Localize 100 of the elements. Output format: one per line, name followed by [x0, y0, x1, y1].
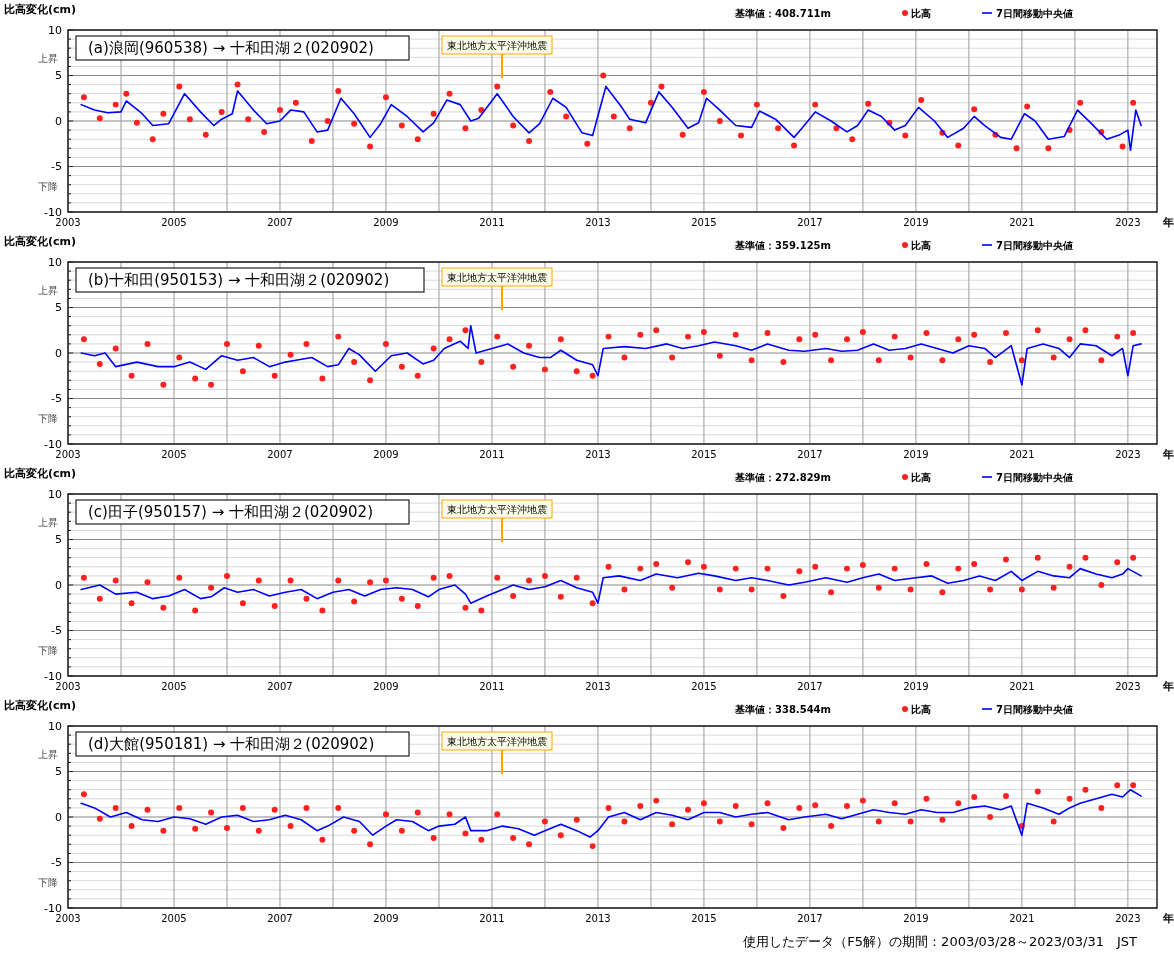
x-tick-label: 2009 [373, 913, 399, 924]
x-tick-label: 2023 [1115, 681, 1141, 692]
legend-label: 比高 [911, 7, 931, 19]
legend-label: 7日間移動中央値 [996, 471, 1073, 483]
x-tick-label: 2015 [691, 449, 717, 460]
legend-label: 7日間移動中央値 [996, 703, 1073, 715]
x-tick-label: 2015 [691, 681, 717, 692]
y-tick-label: 5 [55, 301, 62, 315]
ref-line-label: 東北地方太平洋沖地震 [447, 503, 548, 515]
chart-subtitle: 基準値：272.829m [734, 472, 831, 483]
y-tick-label: -10 [44, 437, 62, 451]
x-tick-label: 2005 [161, 681, 187, 692]
y-tick-label: 10 [48, 719, 62, 733]
text: (b)十和田(950153) → 十和田湖２(020902) [88, 271, 390, 290]
chart-subtitle: 基準値：338.544m [734, 704, 831, 715]
x-tick-label: 2009 [373, 681, 399, 692]
x-tick-label: 2009 [373, 449, 399, 460]
x-tick-label: 2023 [1115, 217, 1141, 228]
text: 下降 [38, 877, 58, 888]
y-tick-label: -10 [44, 901, 62, 915]
text: 下降 [38, 181, 58, 192]
x-tick-label: 2019 [903, 913, 929, 924]
x-tick-label: 2013 [585, 449, 611, 460]
legend-label: 7日間移動中央値 [996, 7, 1073, 19]
y-tick-label: 5 [55, 533, 62, 547]
text: 上昇 [38, 749, 58, 760]
x-tick-label: 2011 [479, 449, 505, 460]
legend-label: 7日間移動中央値 [996, 239, 1073, 251]
x-tick-label: 2003 [55, 913, 81, 924]
y-tick-label: -5 [51, 856, 62, 870]
x-tick-label: 2023 [1115, 449, 1141, 460]
x-tick-label: 2021 [1009, 449, 1035, 460]
y-axis-title: 比高変化(cm) [4, 235, 77, 248]
y-tick-label: 5 [55, 765, 62, 779]
x-tick-label: 2017 [797, 913, 823, 924]
x-tick-label: 2003 [55, 681, 81, 692]
y-axis-title: 比高変化(cm) [4, 467, 77, 480]
text: 下降 [38, 645, 58, 656]
x-tick-label: 2011 [479, 913, 505, 924]
x-tick-label: 2019 [903, 217, 929, 228]
x-tick-label: 2007 [267, 681, 293, 692]
y-tick-label: 10 [48, 487, 62, 501]
ref-line-label: 東北地方太平洋沖地震 [447, 271, 548, 283]
x-tick-label: 2021 [1009, 913, 1035, 924]
legend-label: 比高 [911, 703, 931, 715]
x-axis-title: 年 [1162, 448, 1174, 461]
x-axis-title: 年 [1162, 216, 1174, 229]
x-tick-label: 2007 [267, 217, 293, 228]
y-tick-label: 10 [48, 255, 62, 269]
x-tick-label: 2011 [479, 681, 505, 692]
x-axis-title: 年 [1162, 680, 1174, 693]
text: (a)浪岡(960538) → 十和田湖２(020902) [88, 39, 374, 58]
x-tick-label: 2005 [161, 449, 187, 460]
x-tick-label: 2021 [1009, 217, 1035, 228]
x-tick-label: 2019 [903, 681, 929, 692]
x-tick-label: 2013 [585, 913, 611, 924]
y-tick-label: -10 [44, 205, 62, 219]
x-axis-title: 年 [1162, 912, 1174, 925]
text: 使用したデータ（F5解）の期間：2003/03/28～2023/03/31 JST [743, 934, 1138, 949]
text: 上昇 [38, 285, 58, 296]
legend-label: 比高 [911, 471, 931, 483]
text: 下降 [38, 413, 58, 424]
x-tick-label: 2011 [479, 217, 505, 228]
y-tick-label: -5 [51, 392, 62, 406]
ref-line-label: 東北地方太平洋沖地震 [447, 735, 548, 747]
x-tick-label: 2017 [797, 217, 823, 228]
x-tick-label: 2017 [797, 681, 823, 692]
x-tick-label: 2013 [585, 681, 611, 692]
x-tick-label: 2023 [1115, 913, 1141, 924]
y-tick-label: 0 [55, 114, 62, 128]
y-axis-title: 比高変化(cm) [4, 3, 77, 16]
x-tick-label: 2015 [691, 913, 717, 924]
y-tick-label: -10 [44, 669, 62, 683]
x-tick-label: 2007 [267, 449, 293, 460]
x-tick-label: 2009 [373, 217, 399, 228]
ref-line-label: 東北地方太平洋沖地震 [447, 39, 548, 51]
x-tick-label: 2021 [1009, 681, 1035, 692]
x-tick-label: 2017 [797, 449, 823, 460]
chart-subtitle: 基準値：359.125m [734, 240, 831, 251]
y-tick-label: -5 [51, 624, 62, 638]
y-tick-label: 10 [48, 23, 62, 37]
x-tick-label: 2003 [55, 449, 81, 460]
y-tick-label: -5 [51, 160, 62, 174]
text: (d)大館(950181) → 十和田湖２(020902) [88, 735, 375, 754]
x-tick-label: 2003 [55, 217, 81, 228]
y-tick-label: 0 [55, 578, 62, 592]
line-series [80, 85, 1142, 151]
x-tick-label: 2005 [161, 217, 187, 228]
text: (c)田子(950157) → 十和田湖２(020902) [88, 503, 373, 522]
x-tick-label: 2007 [267, 913, 293, 924]
text: 上昇 [38, 53, 58, 64]
y-tick-label: 5 [55, 69, 62, 83]
x-tick-label: 2005 [161, 913, 187, 924]
x-tick-label: 2015 [691, 217, 717, 228]
y-axis-title: 比高変化(cm) [4, 699, 77, 712]
x-tick-label: 2019 [903, 449, 929, 460]
text: 上昇 [38, 517, 58, 528]
chart-subtitle: 基準値：408.711m [734, 8, 831, 19]
legend-label: 比高 [911, 239, 931, 251]
y-tick-label: 0 [55, 810, 62, 824]
